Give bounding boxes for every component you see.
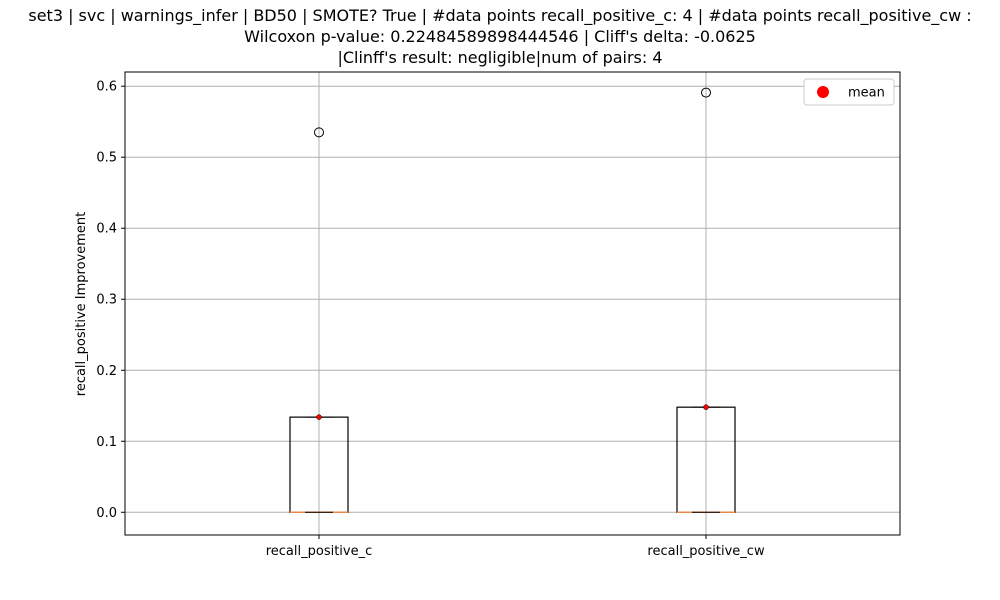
y-tick-label: 0.0 bbox=[96, 506, 117, 521]
outlier-point bbox=[314, 127, 324, 138]
y-tick-label: 0.5 bbox=[96, 151, 117, 166]
y-tick-label: 0.2 bbox=[96, 364, 117, 379]
x-tick-label: recall_positive_c bbox=[266, 544, 373, 559]
axes: 0.0 0.1 0.2 0.3 0.4 0.5 0.6 recall_positive_c re… bbox=[96, 71, 901, 559]
y-tick-label: 0.4 bbox=[96, 222, 117, 237]
boxes bbox=[289, 87, 736, 514]
legend-mean-marker bbox=[817, 86, 829, 98]
y-tick-label: 0.3 bbox=[96, 293, 117, 308]
title-line-2: Wilcoxon p-value: 0.22484589898444546 | … bbox=[244, 27, 756, 46]
y-tick-label: 0.6 bbox=[96, 80, 117, 95]
mean-point bbox=[703, 404, 709, 410]
legend-mean-label: mean bbox=[848, 86, 885, 101]
title-line-3: |Clinff's result: negligible|num of pair… bbox=[337, 48, 663, 67]
legend: mean bbox=[803, 78, 895, 106]
x-tick-label: recall_positive_cw bbox=[647, 544, 765, 559]
chart-title: set3 | svc | warnings_infer | BD50 | SMO… bbox=[0, 5, 1000, 68]
title-line-1: set3 | svc | warnings_infer | BD50 | SMO… bbox=[28, 6, 972, 25]
legend-frame bbox=[803, 78, 895, 106]
y-axis-label: recall_positive Improvement bbox=[74, 212, 89, 396]
mean-point bbox=[316, 414, 322, 420]
y-tick-label: 0.1 bbox=[96, 435, 117, 450]
outlier-point bbox=[701, 87, 711, 98]
plot-frame bbox=[124, 71, 901, 536]
grid bbox=[125, 72, 900, 535]
